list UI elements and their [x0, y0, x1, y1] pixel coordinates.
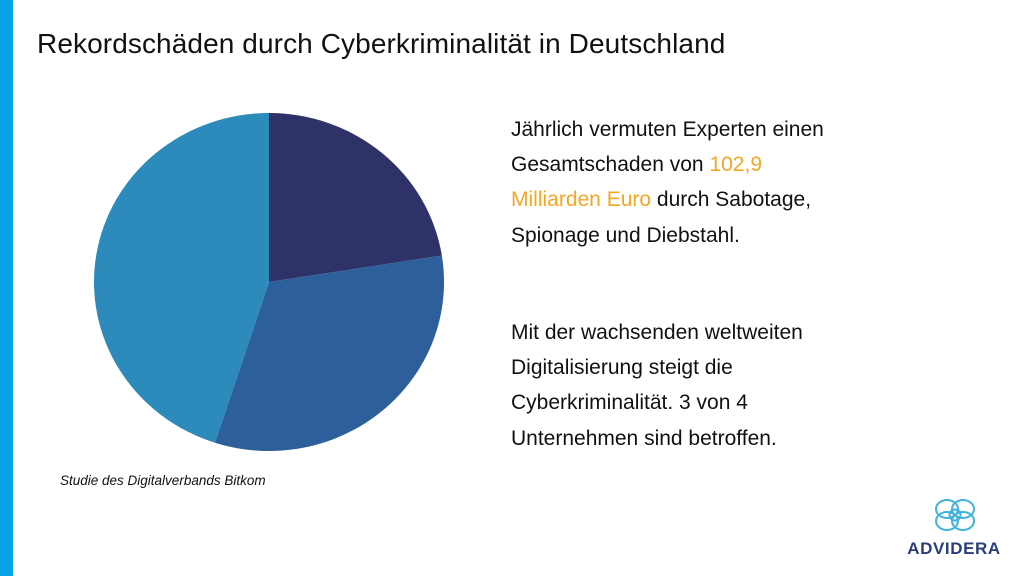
pie-slice-1: [269, 113, 442, 282]
slide-title: Rekordschäden durch Cyberkriminalität in…: [37, 28, 726, 59]
pie-chart: [93, 112, 445, 452]
left-accent-bar: [0, 0, 13, 576]
damage-amount-highlight: 102,9 Milliarden Euro: [511, 153, 763, 212]
advidera-logo: ADVIDERA: [904, 497, 1004, 563]
logo-wordmark: ADVIDERA: [907, 539, 1001, 558]
body-paragraph-1: Jährlich vermuten Experten einen Gesamts…: [511, 112, 851, 253]
advidera-logo-icon: [935, 499, 975, 531]
source-note: Studie des Digitalverbands Bitkom: [60, 473, 266, 488]
body-paragraph-2: Mit der wachsenden weltweiten Digitalisi…: [511, 321, 803, 450]
body-paragraph-1-intro: Jährlich vermuten Experten einen Gesamts…: [511, 118, 824, 177]
pie-chart-svg: [93, 113, 445, 452]
body-paragraph-1-outro: durch Sabotage, Spionage und Diebstahl.: [511, 188, 812, 247]
pie-slice-3: [93, 113, 269, 443]
pie-slice-2: [214, 255, 445, 452]
